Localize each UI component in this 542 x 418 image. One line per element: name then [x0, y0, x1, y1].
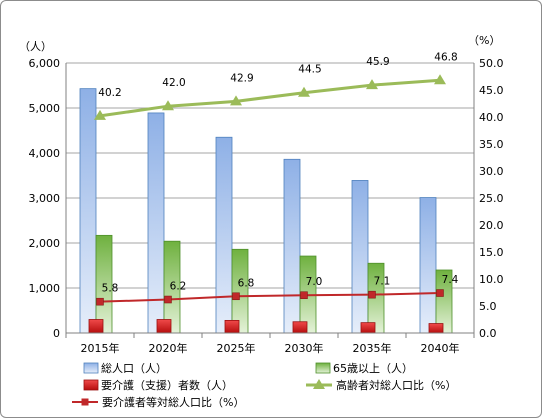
- x-tick-label: 2015年: [81, 341, 120, 355]
- x-tick-label: 2020年: [149, 341, 188, 355]
- bar: [224, 319, 240, 334]
- legend-label: 高齢者対総人口比（%）: [336, 378, 456, 392]
- data-label: 42.0: [162, 77, 185, 89]
- y-right-tick-label: 5.0: [479, 300, 497, 313]
- data-label: 6.8: [238, 277, 255, 289]
- bar: [215, 136, 233, 334]
- square-marker: [436, 289, 444, 297]
- data-label: 46.8: [434, 51, 457, 63]
- data-label: 6.2: [170, 281, 187, 293]
- bar: [360, 322, 376, 334]
- legend-label: 要介護者等対総人口比（%）: [102, 395, 244, 409]
- bar: [351, 180, 369, 334]
- bar: [419, 197, 437, 334]
- series-line: [99, 78, 441, 118]
- y-left-unit: （人）: [19, 40, 52, 53]
- y-right-tick-label: 15.0: [479, 246, 504, 259]
- gridlines: [66, 62, 474, 334]
- y-right-tick-label: 25.0: [479, 192, 504, 205]
- y-left-tick-label: 1,000: [29, 282, 61, 295]
- triangle-marker: [162, 100, 174, 111]
- data-label: 5.8: [102, 283, 119, 295]
- triangle-marker: [94, 109, 106, 120]
- bar: [88, 319, 104, 334]
- data-label: 44.5: [298, 64, 321, 76]
- y-right-tick-label: 45.0: [479, 84, 504, 97]
- y-right-tick-label: 40.0: [479, 111, 504, 124]
- data-label: 45.9: [366, 56, 389, 68]
- legend-swatch: [83, 362, 99, 374]
- triangle-marker: [230, 95, 242, 106]
- data-label: 42.9: [230, 72, 253, 84]
- bar: [428, 323, 444, 334]
- legend-marker: [81, 398, 89, 406]
- y-right-unit: （%）: [468, 34, 500, 47]
- data-label: 7.0: [306, 276, 323, 288]
- legend-label: 65歳以上（人）: [333, 362, 413, 375]
- x-tick-label: 2030年: [285, 341, 324, 355]
- legend: 総人口（人） 65歳以上（人） 要介護（支援）者数（人） 高齢者対総人口比（%） 要介護…: [72, 361, 456, 409]
- square-marker: [164, 295, 172, 304]
- triangle-marker: [298, 86, 310, 97]
- y-right-tick-label: 35.0: [479, 138, 504, 151]
- data-label: 7.1: [374, 276, 391, 288]
- series-line: [99, 292, 441, 303]
- y-left-tick-label: 3,000: [29, 192, 61, 205]
- y-right-tick-label: 50.0: [479, 57, 504, 70]
- y-right-tick-label: 30.0: [479, 165, 504, 178]
- legend-label: 要介護（支援）者数（人）: [101, 378, 233, 392]
- legend-marker: [313, 379, 325, 389]
- y-right-tick-label: 10.0: [479, 273, 504, 286]
- bar: [156, 319, 172, 334]
- y-right-tick-label: 0.0: [479, 327, 497, 340]
- y-right-tick-label: 20.0: [479, 219, 504, 232]
- square-marker: [96, 297, 104, 306]
- y-left-tick-label: 0: [53, 327, 60, 340]
- axes: 0 1,000 2,000 3,000 4,000 5,000 6,000 0.0 5.0 10.…: [29, 57, 504, 355]
- legend-swatch: [315, 362, 331, 374]
- y-left-tick-label: 4,000: [29, 147, 61, 160]
- y-left-tick-label: 5,000: [29, 102, 61, 115]
- data-label: 7.4: [442, 274, 459, 286]
- square-marker: [232, 292, 240, 301]
- data-label: 40.2: [98, 87, 121, 99]
- legend-swatch: [83, 379, 99, 391]
- square-marker: [368, 290, 376, 299]
- legend-label: 総人口（人）: [101, 361, 167, 375]
- square-marker: [300, 291, 308, 299]
- x-tick-label: 2035年: [353, 341, 392, 355]
- y-left-tick-label: 6,000: [29, 57, 61, 70]
- triangle-marker: [434, 74, 446, 85]
- x-tick-label: 2040年: [421, 341, 460, 355]
- bar: [283, 158, 301, 334]
- bar: [292, 321, 308, 334]
- x-tick-label: 2025年: [217, 341, 256, 355]
- triangle-marker: [366, 79, 378, 90]
- bar: [79, 88, 97, 334]
- lines: 40.2 42.0 42.9 44.5 45.9 46.8 5.8 6.2 6.8 7.0 7.1 7…: [94, 51, 459, 306]
- y-left-tick-label: 2,000: [29, 237, 61, 250]
